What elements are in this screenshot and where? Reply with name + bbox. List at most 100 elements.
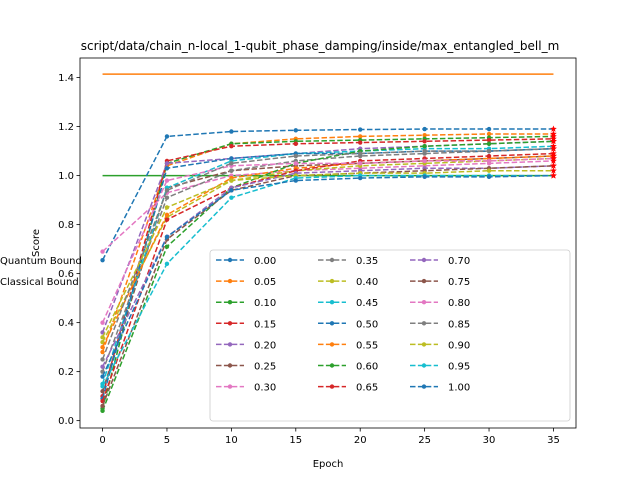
series-point-16-5: [422, 158, 427, 164]
series-point-7-1: [164, 195, 170, 200]
series-point-17-5: [422, 148, 427, 154]
series-point-12-0: [100, 408, 105, 414]
legend-label-1: 0.05: [254, 277, 276, 288]
legend-label-16: 0.80: [448, 298, 470, 309]
y-tick-label-7: 1.4: [58, 73, 74, 84]
legend-marker-3: [227, 321, 233, 326]
series-line-19: [101, 174, 554, 387]
y-tick-label-6: 1.2: [58, 122, 74, 133]
series-point-3-3: [293, 141, 298, 146]
series-point-0-5: [422, 126, 427, 132]
series-point-5-0: [100, 389, 105, 394]
series-point-1-6: [486, 131, 492, 137]
x-axis: 0 5 10 15 20 25 30 35: [99, 428, 560, 446]
x-tick-label-3: 15: [289, 435, 302, 446]
y-tick-label-5: 1.0: [58, 171, 74, 182]
series-line-6: [102, 160, 554, 253]
legend-marker-11: [329, 342, 335, 347]
legend-marker-5: [227, 363, 233, 368]
legend-label-20: 1.00: [448, 383, 470, 394]
series-point-16-3: [293, 161, 298, 166]
series-point-3-5: [422, 139, 427, 144]
legend-label-14: 0.70: [448, 256, 470, 267]
y-tick-label-3: 0.6: [58, 269, 74, 280]
series-line-3: [101, 138, 554, 397]
series-point-10-2: [229, 156, 234, 161]
legend-label-4: 0.20: [254, 340, 276, 351]
series-point-18-1: [164, 205, 170, 210]
series-end-star-0: [550, 125, 557, 132]
legend-marker-10: [329, 321, 335, 326]
series-point-19-2: [229, 195, 234, 200]
series-point-19-0: [100, 384, 105, 389]
series-line-16: [101, 157, 554, 323]
series-point-20-6: [486, 174, 492, 180]
series-point-0-1: [164, 134, 170, 139]
series-line-20: [101, 174, 554, 377]
legend-label-18: 0.90: [448, 340, 470, 351]
axes-frame: [79, 57, 577, 429]
series-point-17-6: [486, 148, 492, 154]
legend-label-3: 0.15: [254, 319, 276, 330]
legend-marker-1: [227, 278, 233, 284]
legend-label-8: 0.40: [356, 277, 378, 288]
series-point-20-3: [293, 178, 298, 183]
y-tick-label-4: 0.8: [58, 220, 74, 231]
series-point-18-6: [486, 168, 492, 173]
y-axis-label: Score: [31, 229, 42, 257]
series-point-16-0: [100, 320, 105, 325]
series-point-1-4: [358, 134, 363, 139]
series-point-14-0: [100, 364, 105, 369]
series-end-star-20: [550, 172, 557, 179]
series-point-10-1: [164, 166, 170, 171]
legend-marker-19: [421, 363, 427, 368]
legend-marker-14: [421, 257, 427, 263]
series-point-19-1: [164, 261, 170, 267]
legend-marker-0: [227, 257, 233, 263]
series-point-0-3: [293, 128, 298, 133]
series-point-16-1: [164, 178, 170, 183]
x-tick-label-7: 35: [547, 435, 560, 446]
x-tick-label-6: 30: [483, 435, 496, 446]
series-line-9: [101, 145, 554, 385]
plot-area: [100, 73, 557, 414]
series-point-17-4: [358, 151, 363, 156]
series-end-star-16: [550, 154, 557, 162]
series-end-star-13: [550, 150, 557, 157]
series-line-2: [101, 135, 554, 409]
series-point-15-0: [100, 403, 105, 409]
series-point-1-5: [422, 132, 427, 138]
x-axis-label: Epoch: [313, 459, 344, 470]
legend-label-21: Quantum Bound: [0, 256, 82, 267]
y-tick-label-0: 0.0: [58, 416, 74, 427]
series-point-16-6: [486, 158, 492, 164]
series-point-13-6: [486, 153, 492, 159]
legend-label-10: 0.50: [356, 319, 378, 330]
series-point-11-0: [100, 344, 105, 350]
y-tick-label-2: 0.4: [58, 318, 74, 329]
legend-marker-12: [329, 363, 335, 368]
series-end-star-15: [550, 162, 557, 169]
series-point-18-2: [229, 178, 234, 183]
series-point-12-1: [164, 244, 170, 249]
legend-label-2: 0.10: [254, 298, 276, 309]
legend-marker-7: [329, 257, 335, 263]
series-point-3-6: [486, 137, 492, 143]
legend-label-15: 0.75: [448, 277, 470, 288]
legend-label-0: 0.00: [254, 256, 276, 267]
series-point-17-1: [164, 188, 170, 193]
series-point-0-0: [100, 257, 105, 263]
series-point-6-0: [100, 249, 105, 254]
series-point-13-1: [164, 217, 170, 222]
legend-label-7: 0.35: [356, 256, 378, 267]
series-end-star-12: [550, 137, 557, 145]
series-point-4-1: [164, 161, 170, 166]
series-point-17-0: [100, 357, 105, 362]
series-point-16-4: [358, 161, 363, 166]
legend-marker-20: [421, 384, 427, 389]
series-point-12-5: [422, 144, 427, 149]
y-tick-label-1: 0.2: [58, 367, 74, 378]
legend-label-9: 0.45: [356, 298, 378, 309]
series-end-star-17: [550, 145, 557, 152]
series-point-0-4: [358, 127, 363, 132]
